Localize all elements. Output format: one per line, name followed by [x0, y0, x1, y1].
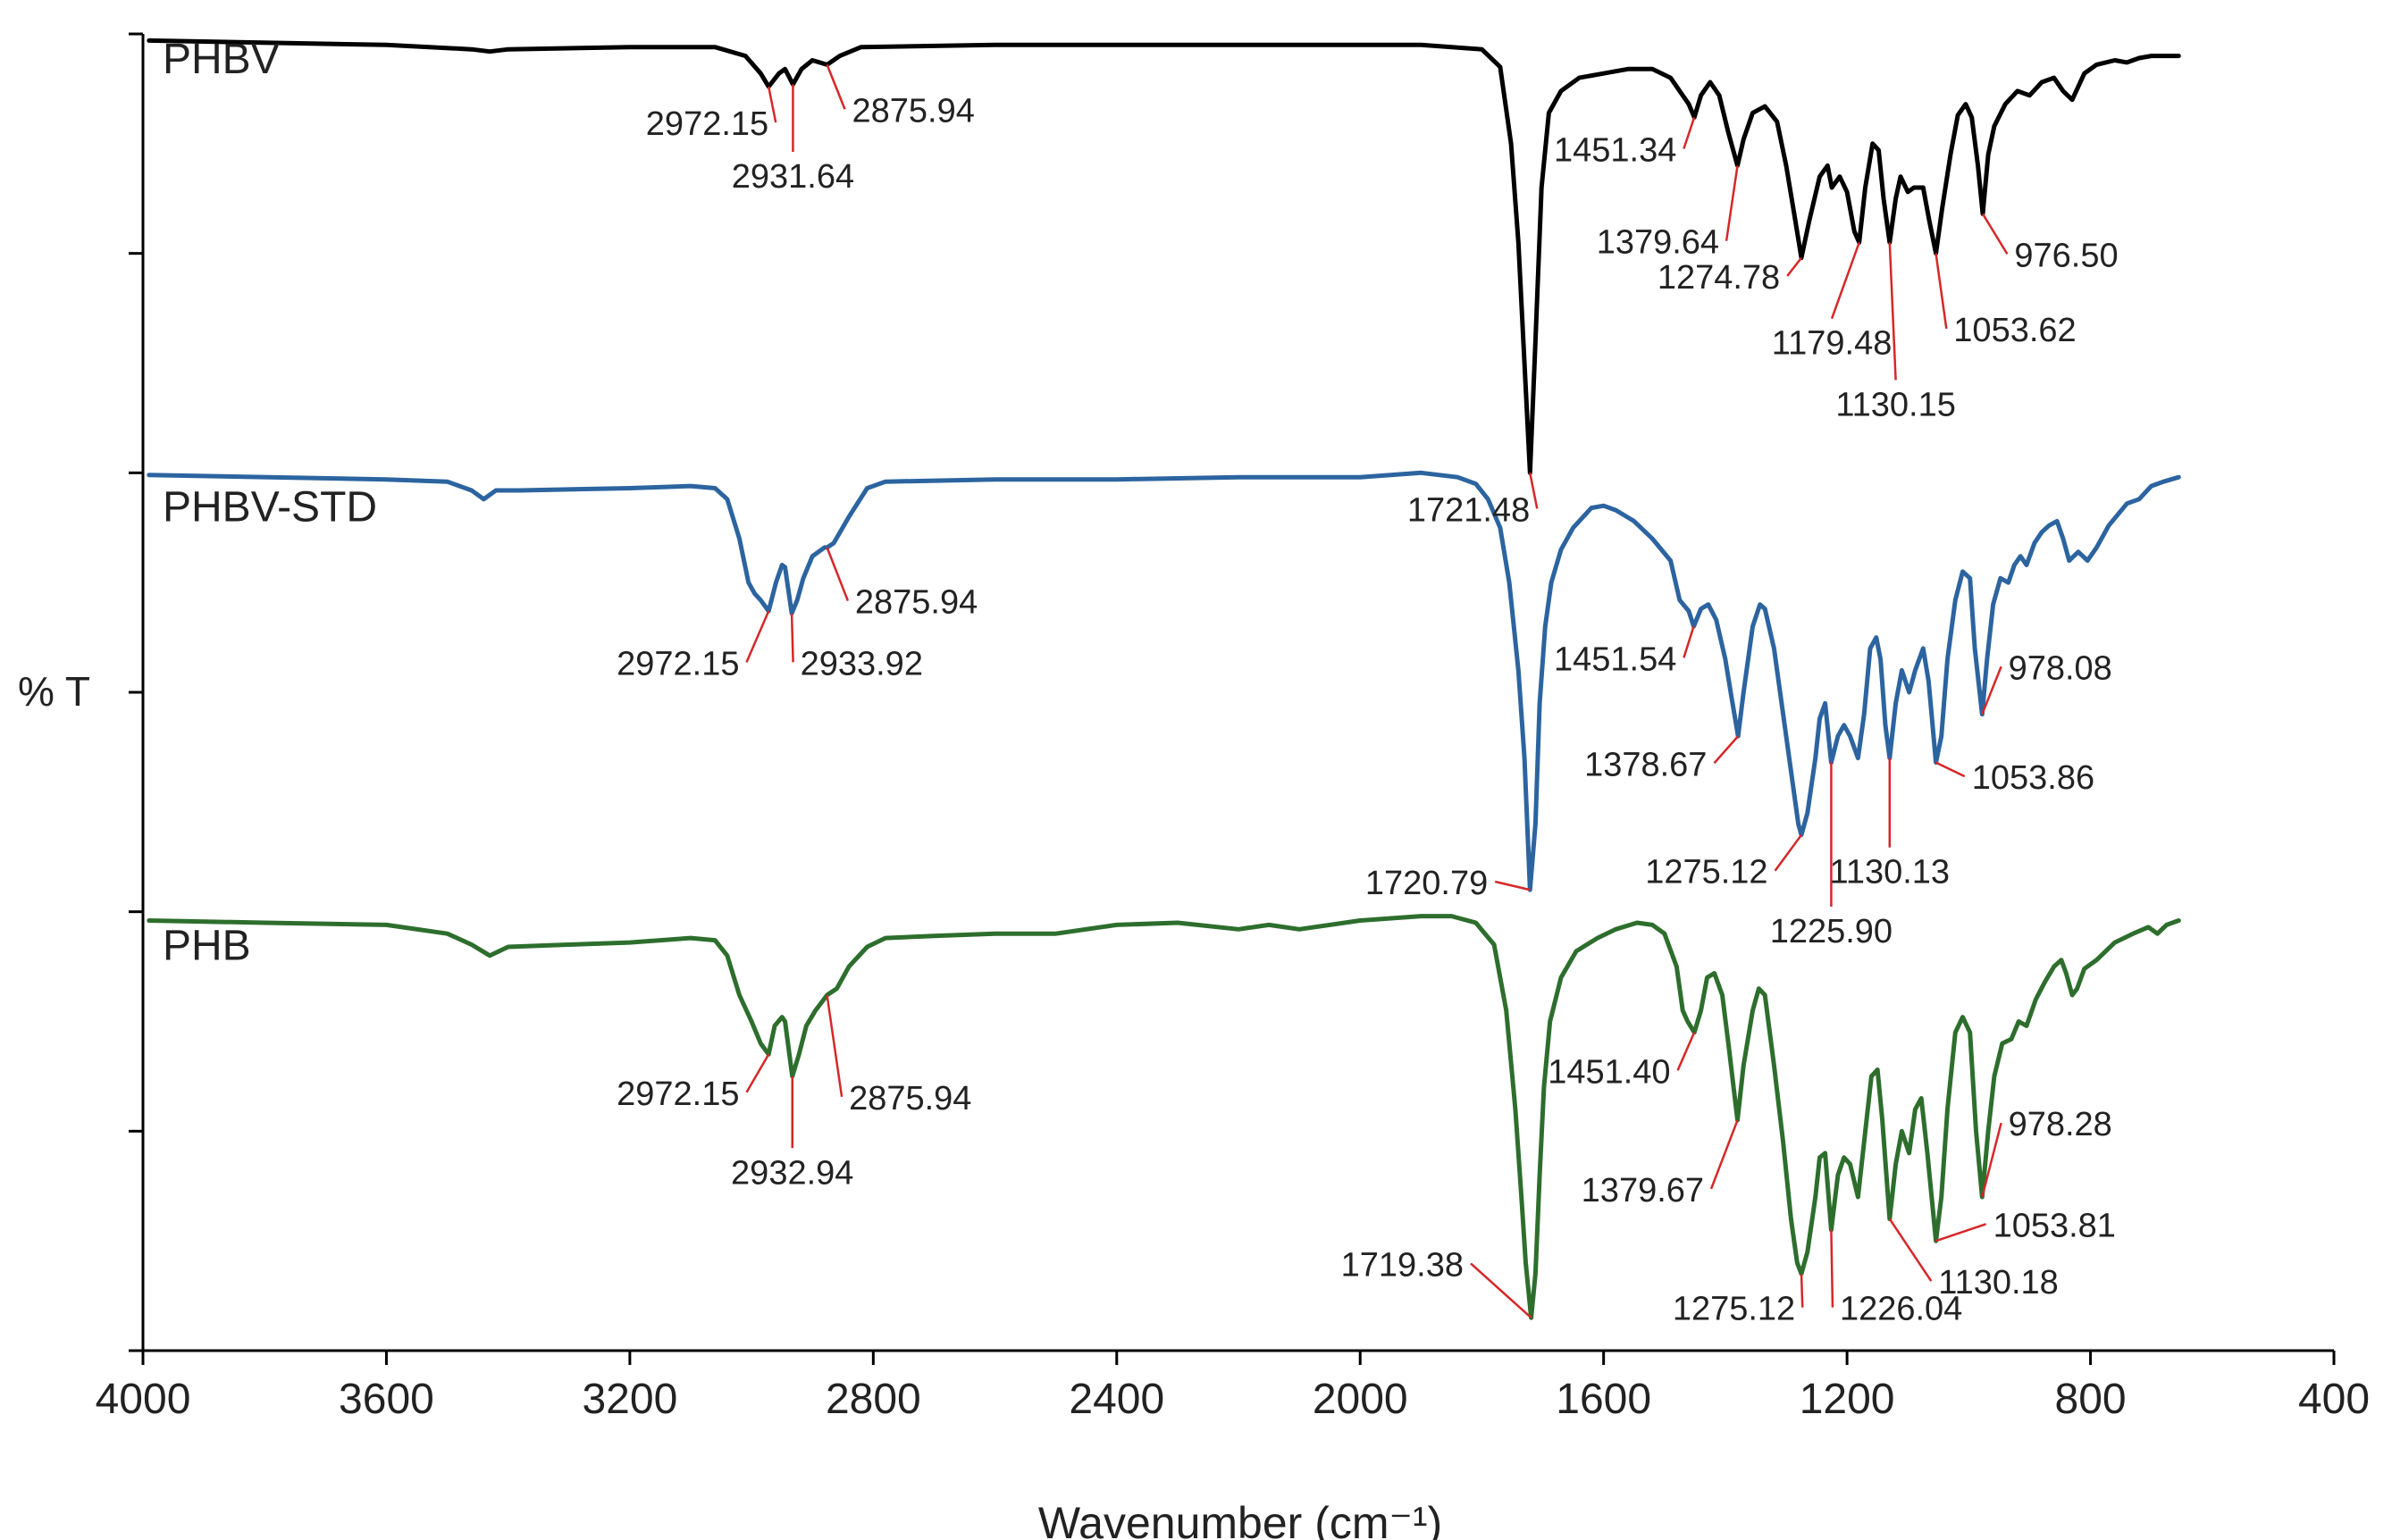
- annotation-leader: [1981, 665, 2002, 716]
- annotation-leader: [1888, 1218, 1933, 1282]
- peak-label: 1130.15: [1835, 386, 1956, 423]
- peak-label: 2972.15: [617, 1075, 739, 1113]
- annotation-leader: [1981, 1122, 2002, 1198]
- series-name-label: PHBV: [163, 36, 280, 83]
- peak-label: 1053.86: [1972, 759, 2094, 797]
- annotation-leader: [826, 63, 846, 110]
- axes: 4000 3600 3200 2800 2400 2000 1600 1200 800 400: [96, 32, 2370, 1423]
- annotation-leader: [1830, 241, 1860, 320]
- peak-label: 978.28: [2009, 1106, 2112, 1143]
- peak-label: 2972.15: [646, 105, 768, 143]
- peak-label: 1378.67: [1584, 746, 1707, 783]
- peak-label: 1053.81: [1993, 1207, 2116, 1244]
- peak-label: 1451.34: [1554, 131, 1676, 169]
- peak-label: 978.08: [2009, 649, 2112, 687]
- x-tick-label: 4000: [96, 1376, 191, 1423]
- peak-label: 1225.90: [1770, 913, 1893, 950]
- series-name-label: PHB: [163, 923, 251, 970]
- annotation-leader: [1935, 253, 1948, 330]
- peak-label: 1720.79: [1365, 865, 1488, 902]
- peak-label: 1379.64: [1597, 224, 1719, 262]
- annotation-leader: [1774, 833, 1803, 872]
- annotation-leader: [1935, 761, 1966, 778]
- peak-label: 1130.13: [1830, 854, 1951, 891]
- annotation-leader: [826, 547, 850, 602]
- annotation-leader: [826, 994, 843, 1097]
- peak-label: 1226.04: [1840, 1291, 1962, 1328]
- peak-label: 2972.15: [617, 645, 739, 682]
- x-tick-label: 2000: [1313, 1376, 1408, 1423]
- annotation-leader: [1981, 213, 2009, 255]
- annotation-leader: [1470, 1262, 1532, 1319]
- annotation-leader: [745, 610, 770, 663]
- peak-label: 2875.94: [849, 1080, 971, 1117]
- annotation-leader: [1713, 735, 1740, 765]
- peak-label: 1179.48: [1772, 325, 1893, 363]
- peak-label: 1053.62: [1953, 312, 2076, 349]
- peak-label: 2875.94: [855, 584, 978, 622]
- series-line-1: [147, 470, 2181, 892]
- series-name-label: PHBV-STD: [163, 483, 377, 531]
- annotation-leader: [790, 613, 794, 663]
- peak-label: 2932.94: [731, 1154, 853, 1192]
- annotation-leader: [767, 86, 777, 123]
- peak-label: 1275.12: [1645, 854, 1767, 891]
- peak-label: 1451.40: [1548, 1053, 1670, 1091]
- annotation-leader: [1529, 473, 1539, 509]
- annotation-leader: [1683, 625, 1695, 658]
- y-axis-label: % T: [18, 668, 90, 715]
- annotation-leader: [1676, 1032, 1696, 1071]
- peak-label: 1274.78: [1658, 259, 1780, 297]
- annotation-leader: [1683, 116, 1696, 149]
- plot-area: [147, 38, 2181, 1320]
- annotation-leader: [745, 1053, 770, 1093]
- x-tick-label: 3600: [339, 1376, 434, 1423]
- peak-annotations: 2972.15 2931.64 2875.94 1721.48 1451.34 1379.…: [617, 63, 2119, 1328]
- annotation-leader: [1888, 242, 1897, 381]
- peak-label: 1379.67: [1582, 1172, 1704, 1209]
- peak-label: 2931.64: [732, 158, 854, 196]
- series-labels: PHBV PHBV-STD PHB: [163, 36, 377, 969]
- annotation-leader: [1725, 165, 1739, 241]
- x-tick-label: 1600: [1556, 1376, 1651, 1423]
- annotation-leader: [1494, 880, 1531, 891]
- series-line-0: [147, 38, 2181, 475]
- x-tick-label: 2400: [1069, 1376, 1164, 1423]
- annotation-leader: [1709, 1119, 1739, 1190]
- peak-label: 1130.18: [1938, 1264, 2059, 1301]
- series-line-2: [147, 914, 2181, 1320]
- x-axis-label: Wavenumber (cm⁻¹): [1038, 1498, 1442, 1540]
- peak-label: 2933.92: [801, 645, 923, 682]
- annotation-leader: [1935, 1223, 1986, 1243]
- peak-label: 1275.12: [1673, 1291, 1795, 1328]
- peak-label: 976.50: [2014, 237, 2118, 274]
- peak-label: 1451.54: [1554, 640, 1676, 678]
- peak-label: 1721.48: [1407, 491, 1530, 529]
- x-tick-label: 1200: [1800, 1376, 1895, 1423]
- x-tick-label: 800: [2055, 1376, 2127, 1423]
- x-tick-label: 3200: [582, 1376, 677, 1423]
- peak-label: 1719.38: [1341, 1246, 1464, 1284]
- x-tick-label: 2800: [826, 1376, 921, 1423]
- peak-label: 2875.94: [852, 92, 974, 130]
- annotation-leader: [1800, 1273, 1804, 1308]
- annotation-leader: [1786, 256, 1803, 277]
- annotation-leader: [1830, 1229, 1834, 1308]
- x-tick-label: 400: [2298, 1376, 2370, 1423]
